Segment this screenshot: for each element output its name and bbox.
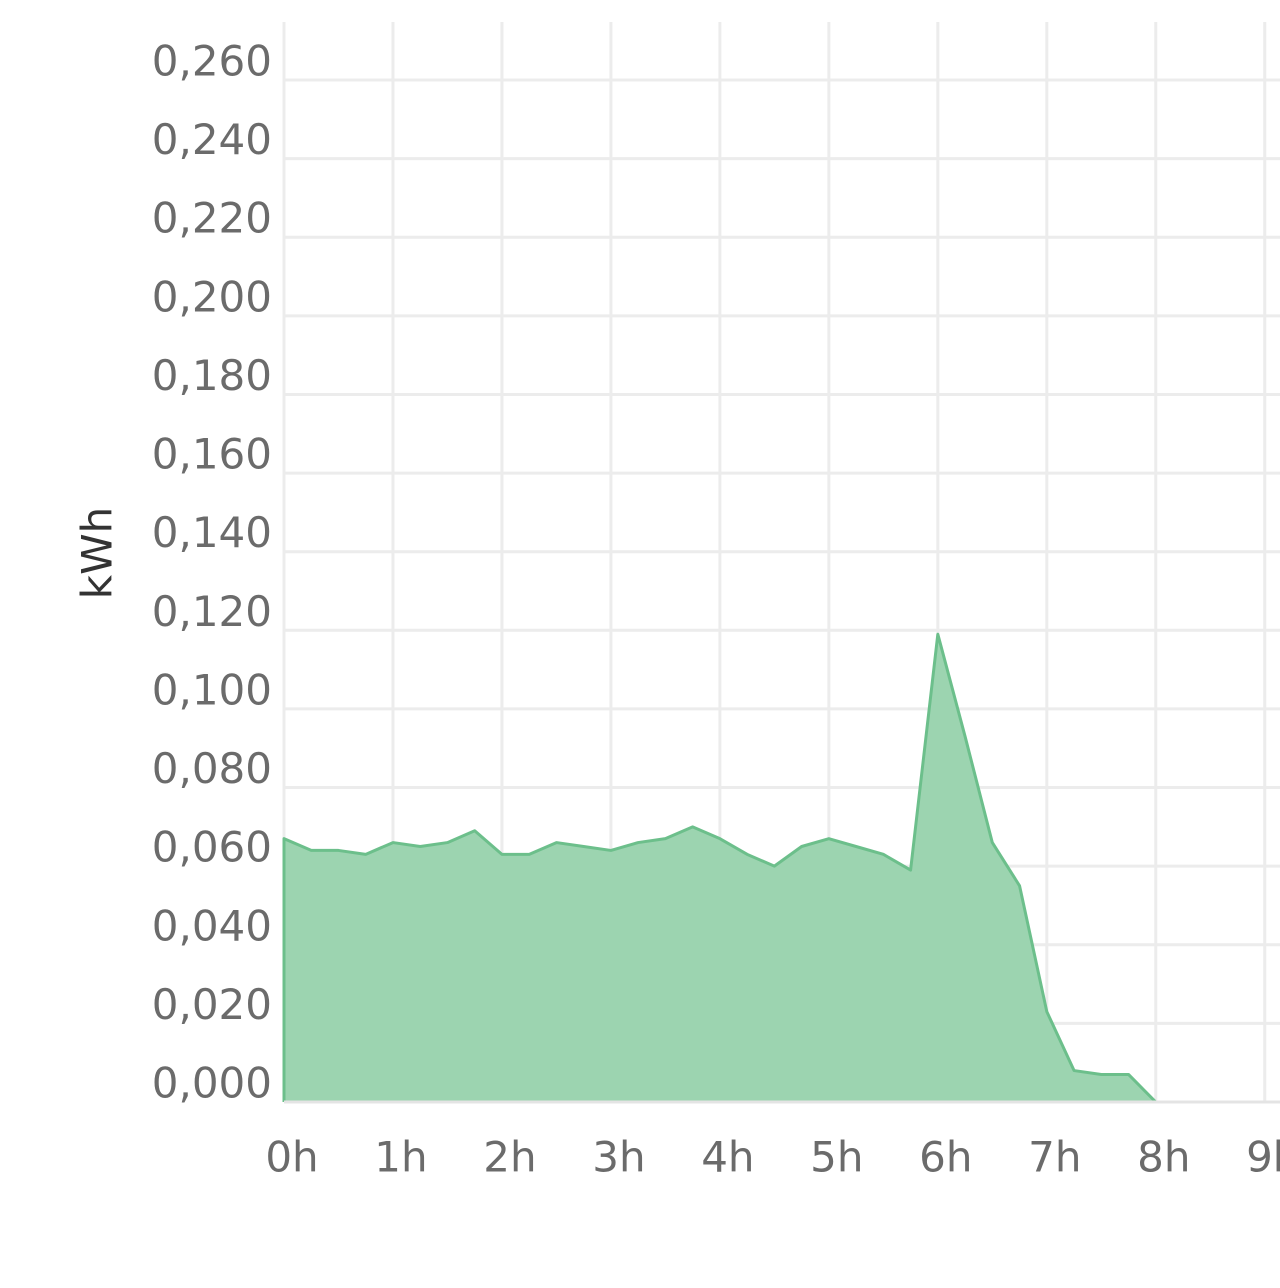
y-tick-label: 0,260 — [152, 37, 272, 86]
y-tick-label: 0,100 — [152, 665, 272, 714]
y-tick-label: 0,020 — [152, 980, 272, 1029]
x-tick-label: 8h — [1137, 1133, 1190, 1182]
y-tick-label: 0,080 — [152, 744, 272, 793]
y-tick-label: 0,240 — [152, 115, 272, 164]
x-tick-label: 0h — [265, 1133, 318, 1182]
y-tick-label: 0,000 — [152, 1059, 272, 1108]
y-tick-label: 0,140 — [152, 508, 272, 557]
x-tick-label: 4h — [701, 1133, 754, 1182]
y-tick-label: 0,160 — [152, 430, 272, 479]
y-tick-label: 0,060 — [152, 823, 272, 872]
y-tick-label: 0,220 — [152, 194, 272, 243]
y-tick-label: 0,180 — [152, 351, 272, 400]
x-tick-label: 9h — [1246, 1133, 1280, 1182]
y-axis-label: kWh — [73, 507, 122, 599]
y-tick-label: 0,120 — [152, 587, 272, 636]
x-tick-label: 5h — [810, 1133, 863, 1182]
x-tick-label: 1h — [374, 1133, 427, 1182]
x-tick-label: 6h — [919, 1133, 972, 1182]
x-tick-label: 7h — [1028, 1133, 1081, 1182]
y-tick-label: 0,200 — [152, 272, 272, 321]
x-tick-label: 2h — [483, 1133, 536, 1182]
x-tick-label: 3h — [592, 1133, 645, 1182]
y-tick-label: 0,040 — [152, 901, 272, 950]
area-line — [282, 632, 1265, 1104]
area-fill — [284, 634, 1265, 1102]
